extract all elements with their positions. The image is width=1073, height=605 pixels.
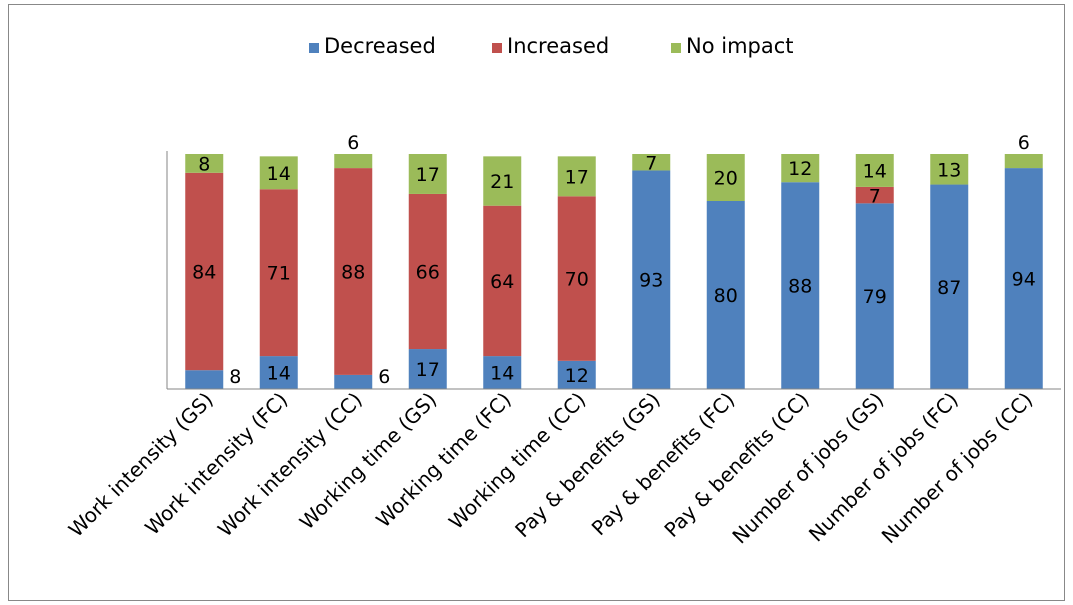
bar-no-impact-working-time-fc [483, 156, 522, 206]
data-label-decreased-number-of-jobs-cc: 94 [1012, 269, 1036, 291]
data-label-no-impact-work-intensity-gs: 8 [198, 153, 210, 175]
x-tick-label-working-time-cc: Working time (CC) [444, 388, 590, 534]
data-label-no-impact-pay-and-benefits-cc: 12 [788, 158, 812, 180]
data-label-decreased-working-time-gs: 17 [416, 359, 440, 381]
data-label-no-impact-pay-and-benefits-fc: 20 [714, 168, 738, 190]
data-label-decreased-number-of-jobs-gs: 79 [863, 286, 887, 308]
data-label-no-impact-pay-and-benefits-gs: 7 [645, 152, 657, 174]
legend-label-decreased: Decreased [324, 34, 436, 58]
x-tick-label-work-intensity-gs: Work intensity (GS) [64, 388, 218, 542]
bar-no-impact-pay-and-benefits-gs [632, 154, 671, 171]
data-label-no-impact-number-of-jobs-cc: 6 [1018, 132, 1030, 154]
data-label-increased-working-time-fc: 64 [490, 271, 514, 293]
chart-frame: Decreased Increased No impact 8 84 8 14 71 14 6 8… [8, 4, 1065, 601]
bar-series-group [185, 154, 1043, 389]
bar-no-impact-working-time-cc [557, 156, 596, 197]
legend-swatch-decreased [309, 43, 319, 53]
data-label-increased-working-time-cc: 70 [565, 269, 589, 291]
bar-decreased-number-of-jobs-gs [855, 203, 894, 389]
bar-no-impact-work-intensity-cc [334, 154, 373, 169]
data-label-increased-number-of-jobs-gs: 7 [869, 185, 881, 207]
bar-increased-work-intensity-cc [334, 168, 373, 375]
bar-no-impact-number-of-jobs-gs [855, 154, 894, 187]
data-label-decreased-working-time-cc: 12 [565, 365, 589, 387]
data-label-no-impact-working-time-gs: 17 [416, 164, 440, 186]
bar-increased-number-of-jobs-gs [855, 186, 894, 204]
bar-decreased-working-time-fc [483, 356, 522, 389]
legend-swatch-no-impact [671, 43, 681, 53]
x-tick-label-work-intensity-cc: Work intensity (CC) [213, 388, 367, 542]
bar-no-impact-pay-and-benefits-fc [706, 154, 745, 201]
data-label-decreased-work-intensity-gs: 8 [229, 366, 241, 388]
data-label-increased-work-intensity-gs: 84 [192, 262, 216, 284]
legend-swatch-increased [492, 43, 502, 53]
data-label-decreased-work-intensity-cc: 6 [378, 366, 390, 388]
bar-increased-work-intensity-gs [185, 172, 224, 371]
bar-no-impact-work-intensity-fc [259, 156, 298, 190]
data-label-increased-working-time-gs: 66 [416, 262, 440, 284]
data-label-increased-work-intensity-fc: 71 [267, 263, 291, 285]
bar-no-impact-work-intensity-gs [185, 154, 224, 173]
data-label-no-impact-working-time-cc: 17 [565, 166, 589, 188]
bar-increased-working-time-cc [557, 196, 596, 361]
x-tick-label-number-of-jobs-fc: Number of jobs (FC) [804, 388, 963, 547]
bar-no-impact-pay-and-benefits-cc [781, 154, 820, 183]
bar-decreased-working-time-cc [557, 360, 596, 389]
x-tick-label-pay-and-benefits-gs: Pay & benefits (GS) [510, 388, 665, 543]
bar-no-impact-number-of-jobs-fc [930, 154, 969, 185]
bar-decreased-number-of-jobs-cc [1004, 168, 1043, 389]
bar-decreased-work-intensity-gs [185, 370, 224, 389]
data-label-decreased-pay-and-benefits-fc: 80 [714, 285, 738, 307]
data-labels-group: 8 84 8 14 71 14 6 88 6 17 66 17 14 64 21 12 70 17 93 7 80 20 8… [192, 132, 1036, 388]
x-tick-label-number-of-jobs-cc: Number of jobs (CC) [877, 388, 1038, 549]
legend-label-no-impact: No impact [686, 34, 794, 58]
data-label-no-impact-work-intensity-cc: 6 [347, 132, 359, 154]
x-tick-label-pay-and-benefits-cc: Pay & benefits (CC) [659, 388, 813, 542]
bar-increased-work-intensity-fc [259, 189, 298, 357]
x-tick-label-work-intensity-fc: Work intensity (FC) [140, 388, 292, 540]
data-label-no-impact-number-of-jobs-fc: 13 [937, 159, 961, 181]
x-tick-labels-group: Work intensity (GS)Work intensity (FC)Wo… [64, 388, 1038, 549]
bar-no-impact-number-of-jobs-cc [1004, 154, 1043, 169]
bar-increased-working-time-gs [408, 193, 447, 350]
data-label-decreased-work-intensity-fc: 14 [267, 363, 291, 385]
data-label-increased-work-intensity-cc: 88 [341, 262, 365, 284]
data-label-no-impact-working-time-fc: 21 [490, 171, 514, 193]
data-label-no-impact-work-intensity-fc: 14 [267, 163, 291, 185]
data-label-decreased-number-of-jobs-fc: 87 [937, 277, 961, 299]
bar-decreased-number-of-jobs-fc [930, 184, 969, 389]
bar-decreased-pay-and-benefits-fc [706, 201, 745, 389]
bar-decreased-work-intensity-cc [334, 374, 373, 389]
data-label-decreased-working-time-fc: 14 [490, 363, 514, 385]
data-label-decreased-pay-and-benefits-gs: 93 [639, 270, 663, 292]
legend-label-increased: Increased [507, 34, 609, 58]
bar-no-impact-working-time-gs [408, 154, 447, 194]
x-tick-label-pay-and-benefits-fc: Pay & benefits (FC) [587, 388, 740, 541]
bar-decreased-work-intensity-fc [259, 356, 298, 389]
data-label-decreased-pay-and-benefits-cc: 88 [788, 276, 812, 298]
x-tick-label-working-time-gs: Working time (GS) [295, 388, 442, 535]
bar-decreased-pay-and-benefits-gs [632, 170, 671, 389]
x-tick-label-working-time-fc: Working time (FC) [371, 388, 516, 533]
bar-decreased-working-time-gs [408, 349, 447, 389]
bar-increased-working-time-fc [483, 205, 522, 357]
bar-decreased-pay-and-benefits-cc [781, 182, 820, 389]
stacked-bar-chart: Decreased Increased No impact 884814711468… [64, 34, 1061, 549]
legend: Decreased Increased No impact [309, 34, 794, 58]
data-label-no-impact-number-of-jobs-gs: 14 [863, 160, 887, 182]
